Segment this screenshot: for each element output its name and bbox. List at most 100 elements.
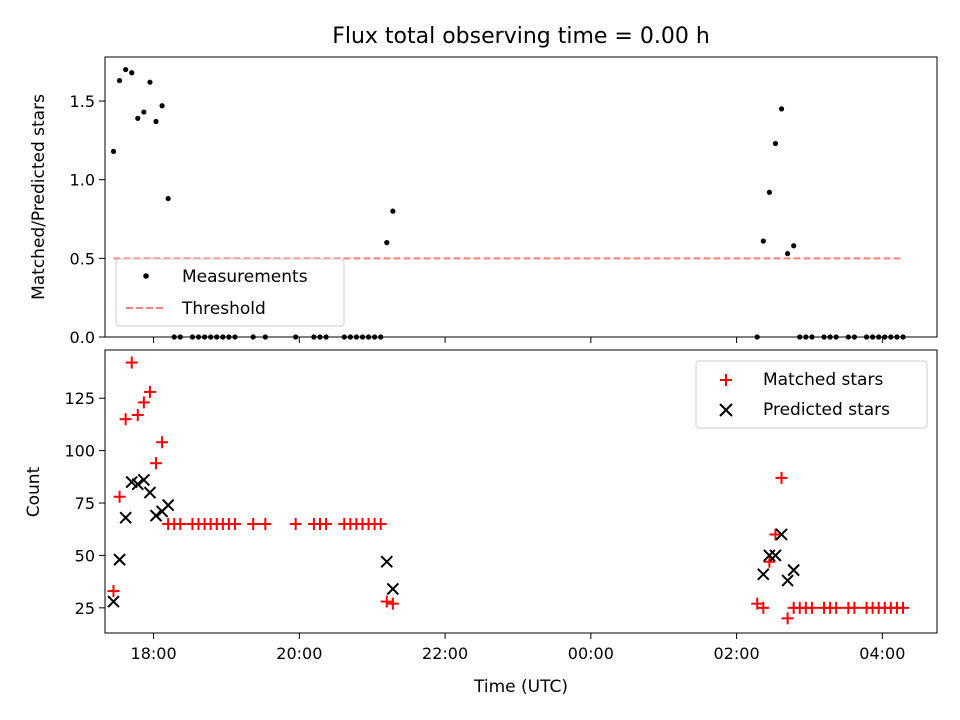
predicted-star-point xyxy=(787,563,800,577)
top-y-tick-label: 1.5 xyxy=(70,92,95,111)
bottom-x-ticks: 18:00 20:00 22:00 00:00 02:00 04:00 xyxy=(131,633,905,663)
measurement-point xyxy=(760,238,766,244)
matched-star-point xyxy=(107,585,120,598)
matched-star-point xyxy=(830,601,843,614)
legend-predicted-marker xyxy=(719,403,733,417)
matched-star-point xyxy=(769,528,782,541)
matched-star-point xyxy=(247,517,260,530)
measurement-point xyxy=(135,115,141,121)
predicted-star-point xyxy=(769,549,782,562)
matched-star-point xyxy=(131,408,144,421)
measurement-point xyxy=(778,106,785,112)
measurement-point xyxy=(147,79,153,85)
top-legend-box xyxy=(115,258,345,327)
x-tick-label: 22:00 xyxy=(422,644,468,663)
top-y-tick-label: 0.0 xyxy=(70,328,95,347)
matched-star-point xyxy=(775,471,788,484)
bottom-y-tick-label: 100 xyxy=(64,442,95,461)
predicted-star-point xyxy=(757,568,770,581)
bottom-y-tick-label: 125 xyxy=(64,389,95,408)
top-legend: Measurements Threshold xyxy=(115,258,345,327)
bottom-star-points xyxy=(107,356,909,625)
matched-star-point xyxy=(386,597,399,610)
top-y-axis-label: Matched/Predicted stars xyxy=(29,94,49,300)
matched-star-point xyxy=(896,601,909,614)
measurement-point xyxy=(123,66,129,73)
predicted-star-point xyxy=(107,595,120,608)
measurement-point xyxy=(791,243,797,249)
bottom-y-tick-label: 75 xyxy=(75,494,95,513)
x-tick-label: 18:00 xyxy=(131,644,177,663)
x-tick-label: 04:00 xyxy=(859,644,905,663)
matched-star-point xyxy=(751,597,764,610)
bottom-y-axis-label: Count xyxy=(24,466,44,517)
predicted-star-point xyxy=(113,553,126,566)
bottom-axes-frame xyxy=(104,349,938,634)
top-y-tick-label: 1.0 xyxy=(70,171,95,190)
matched-star-point xyxy=(143,385,156,398)
matched-star-point xyxy=(763,555,776,568)
measurement-point xyxy=(116,77,123,84)
x-tick-label: 20:00 xyxy=(276,644,322,663)
top-axes-frame xyxy=(104,56,938,338)
predicted-star-point xyxy=(775,528,788,541)
matched-star-point xyxy=(380,595,393,608)
legend-matched-marker xyxy=(720,374,732,386)
matched-star-point xyxy=(848,601,861,614)
predicted-star-point xyxy=(119,511,132,524)
measurement-point xyxy=(153,118,159,125)
bottom-y-tick-label: 25 xyxy=(75,599,95,618)
bottom-panel: 25 50 75 100 125 18:00 20:00 22:00 00:00 02:00 04… xyxy=(24,349,938,697)
predicted-star-point xyxy=(386,582,400,596)
x-tick-label: 00:00 xyxy=(568,644,614,663)
measurement-point xyxy=(785,251,791,257)
top-y-tick-label: 0.5 xyxy=(70,249,95,268)
legend-measurements-label: Measurements xyxy=(182,267,308,287)
top-panel: 0.0 0.5 1.0 1.5 Matched/Predicted stars Mea… xyxy=(29,56,938,347)
measurement-point xyxy=(159,103,165,109)
predicted-star-point xyxy=(781,574,794,587)
x-tick-label: 02:00 xyxy=(714,644,760,663)
predicted-star-point xyxy=(161,498,175,512)
matched-star-point xyxy=(289,517,302,530)
matched-star-point xyxy=(320,517,333,530)
measurement-point xyxy=(766,189,772,195)
measurement-point xyxy=(129,70,135,76)
matched-star-point xyxy=(174,517,187,530)
matched-star-point xyxy=(259,517,272,530)
bottom-legend: Matched stars Predicted stars xyxy=(695,360,928,429)
matched-star-point xyxy=(119,413,132,426)
measurement-point xyxy=(165,195,171,202)
predicted-star-point xyxy=(149,509,163,522)
x-axis-label: Time (UTC) xyxy=(473,677,568,697)
measurement-point xyxy=(110,148,117,154)
matched-star-point xyxy=(781,612,794,625)
matched-star-point xyxy=(228,517,241,530)
top-x-ticks xyxy=(153,337,883,343)
bottom-legend-box xyxy=(695,360,928,429)
measurement-point xyxy=(390,208,396,214)
measurement-point xyxy=(141,109,147,115)
predicted-star-point xyxy=(143,486,157,499)
measurement-point xyxy=(384,240,390,246)
chart-title: Flux total observing time = 0.00 h xyxy=(332,24,710,49)
legend-matched-label: Matched stars xyxy=(763,370,883,390)
matched-star-point xyxy=(137,396,150,409)
matched-star-point xyxy=(125,356,138,369)
predicted-star-point xyxy=(131,477,145,491)
legend-threshold-label: Threshold xyxy=(181,299,266,319)
predicted-star-point xyxy=(137,473,151,487)
measurement-point xyxy=(772,140,779,147)
matched-star-point xyxy=(805,601,818,614)
legend-measurements-marker xyxy=(143,273,149,279)
matched-star-point xyxy=(156,436,169,449)
matched-star-point xyxy=(757,601,770,614)
bottom-y-tick-label: 50 xyxy=(75,546,95,565)
matched-star-point xyxy=(374,517,387,530)
bottom-y-ticks: 25 50 75 100 125 xyxy=(64,389,105,618)
matched-star-point xyxy=(150,457,163,470)
predicted-star-point xyxy=(380,555,393,568)
legend-predicted-label: Predicted stars xyxy=(763,400,890,420)
matched-star-point xyxy=(113,490,126,503)
